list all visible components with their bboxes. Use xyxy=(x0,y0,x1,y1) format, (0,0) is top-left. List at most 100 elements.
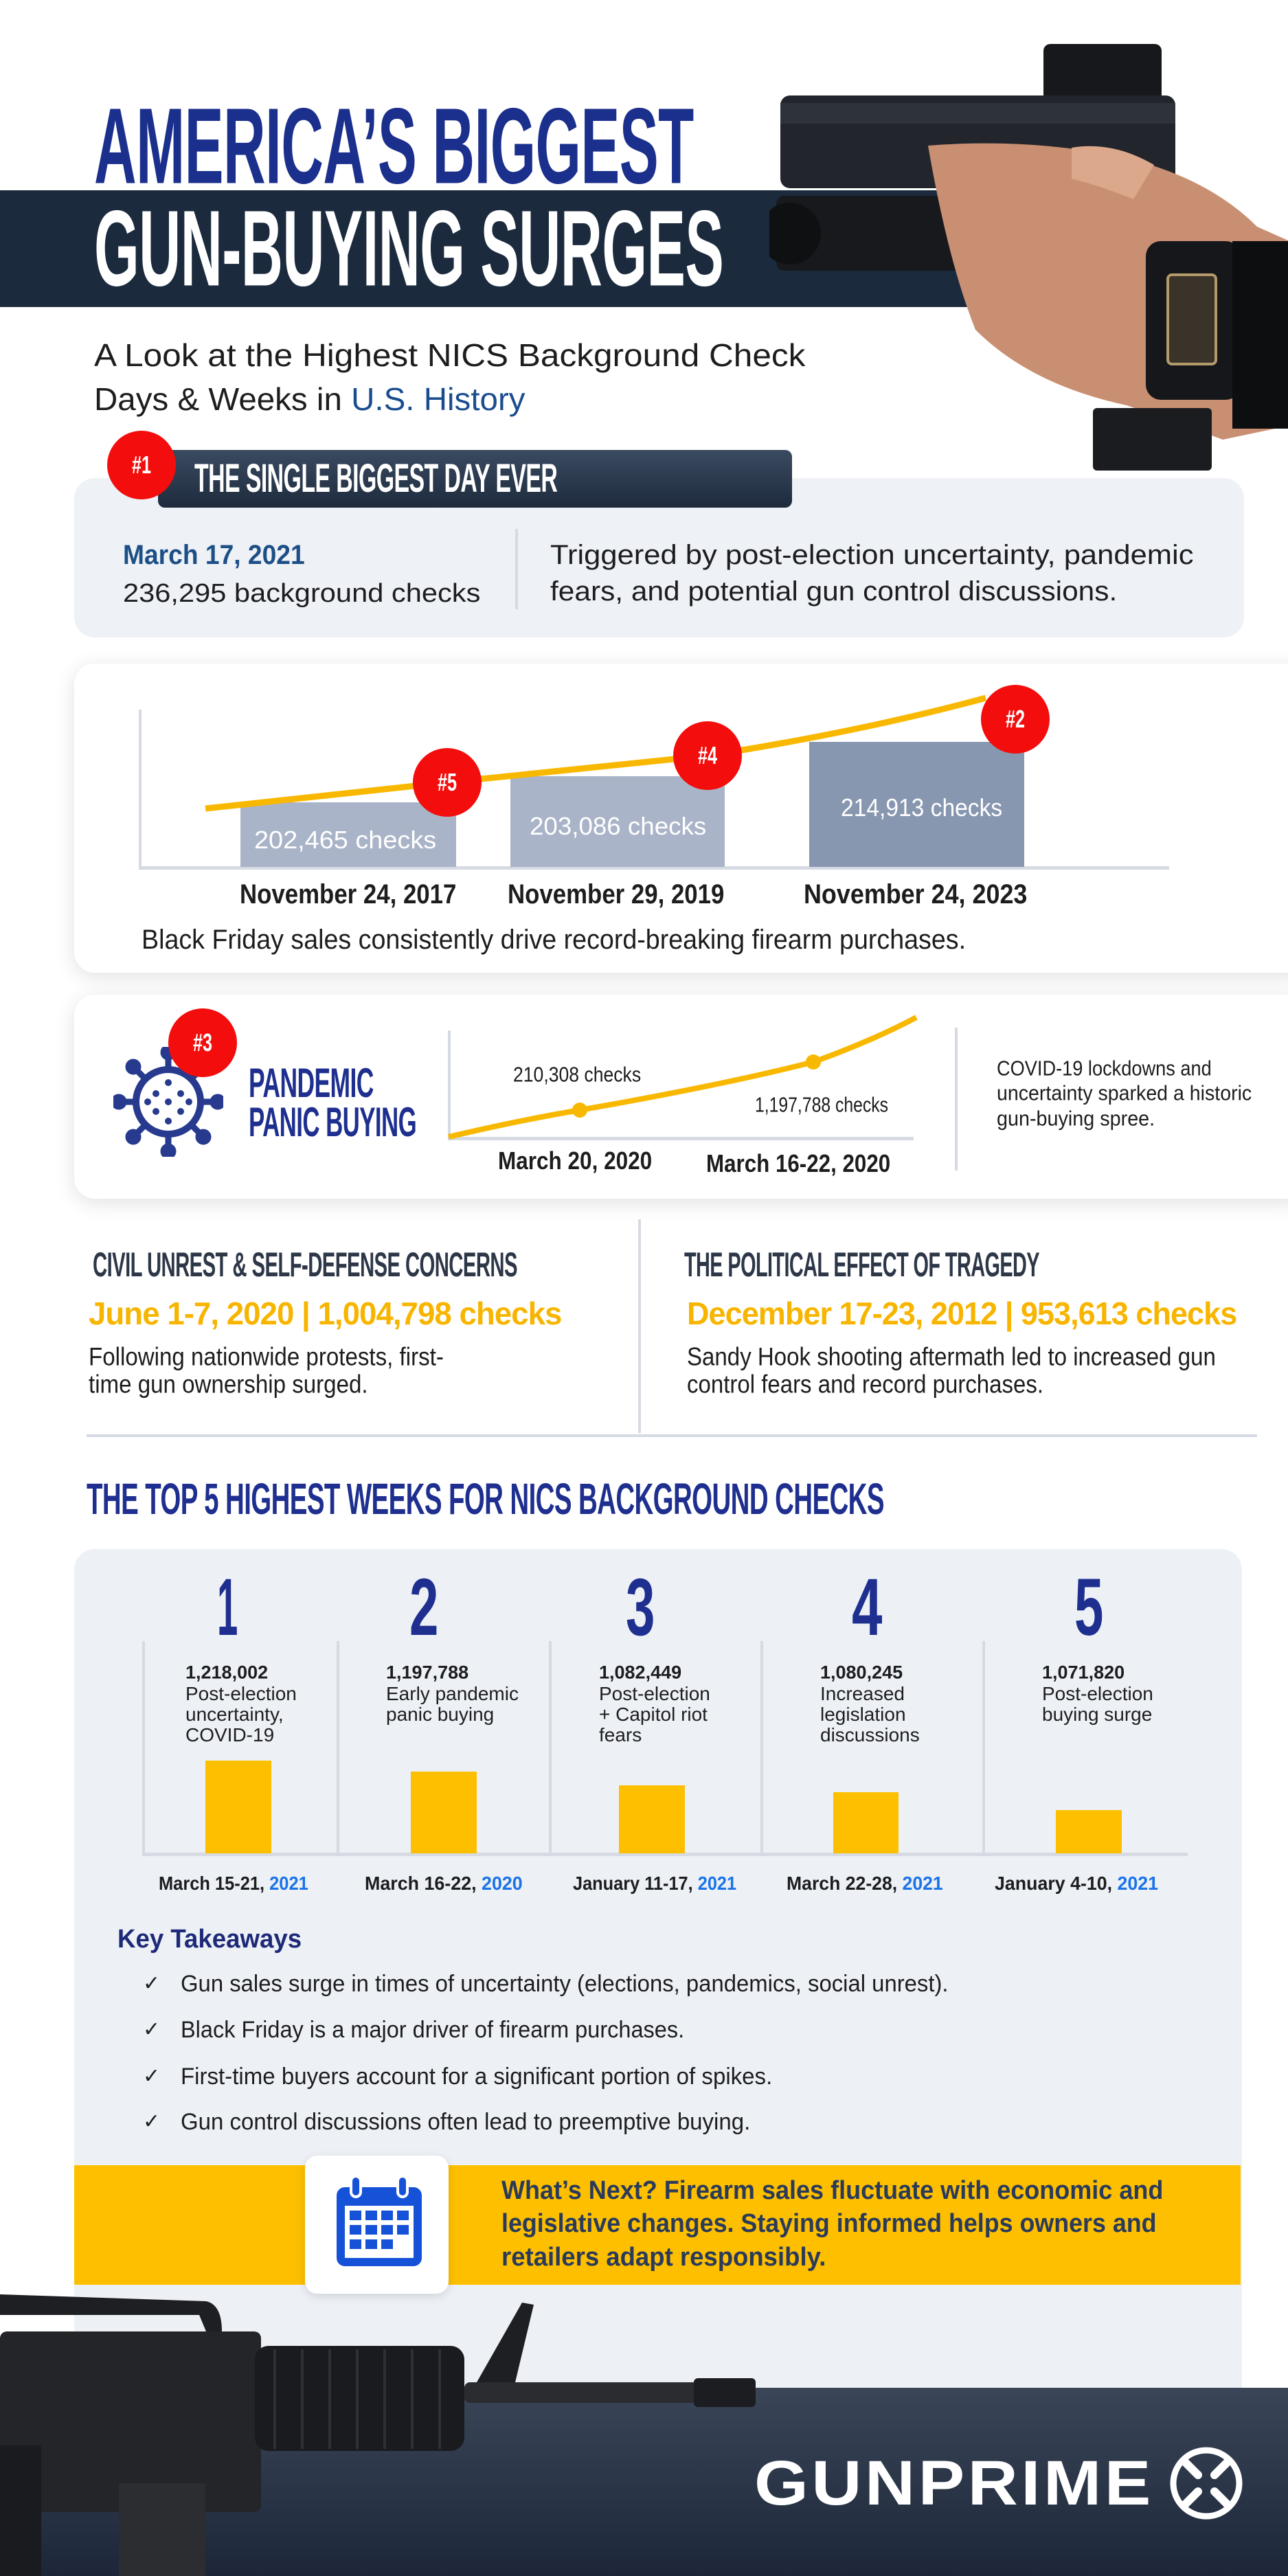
pandemic-trend-line xyxy=(448,1015,918,1140)
date-text: March 16-22, xyxy=(365,1873,482,1894)
week-reason: uncertainty, xyxy=(185,1704,284,1725)
rifle-image xyxy=(0,2294,756,2576)
week-reason: Post-election xyxy=(185,1683,297,1704)
date-year: 2021 xyxy=(1117,1873,1159,1894)
week-reason: discussions xyxy=(820,1724,920,1745)
date-year: 2021 xyxy=(269,1873,308,1894)
biggest-day-header-bar xyxy=(158,450,792,508)
week-reason: + Capitol riot xyxy=(599,1704,708,1725)
chart-x-axis xyxy=(139,866,1169,870)
rank-badge-1: #1 xyxy=(107,431,176,499)
check-icon: ✓ xyxy=(143,2065,161,2088)
tragedy-title: THE POLITICAL EFFECT OF TRAGEDY xyxy=(684,1245,1039,1284)
date-year: 2020 xyxy=(482,1873,523,1894)
pandemic-title-1: PANDEMIC xyxy=(249,1060,374,1106)
tragedy-highlight: December 17-23, 2012 | 953,613 checks xyxy=(687,1296,1237,1331)
date-text: January 4-10, xyxy=(995,1873,1118,1894)
virus-icon xyxy=(113,1047,223,1157)
rank-number: 1 xyxy=(217,1562,238,1653)
subtitle-line-2: Days & Weeks in U.S. History xyxy=(94,383,526,415)
civil-unrest-highlight: June 1-7, 2020 | 1,004,798 checks xyxy=(89,1296,562,1331)
pandemic-chart-x-axis xyxy=(448,1137,914,1140)
pandemic-description-2: uncertainty sparked a historic xyxy=(997,1081,1252,1105)
pandemic-description-1: COVID-19 lockdowns and xyxy=(997,1056,1212,1081)
pistol-hand-image xyxy=(769,44,1288,471)
week-bar xyxy=(205,1761,271,1853)
biggest-day-title: THE SINGLE BIGGEST DAY EVER xyxy=(194,456,558,501)
date-year: 2021 xyxy=(697,1873,737,1894)
date-text: March 15-21, xyxy=(159,1873,270,1894)
black-friday-bar-2017 xyxy=(240,802,456,867)
week-reason: Post-election xyxy=(1042,1683,1153,1704)
takeaway-text: First-time buyers account for a signific… xyxy=(181,2064,773,2090)
top5-baseline xyxy=(142,1853,1188,1856)
biggest-day-description-2: fears, and potential gun control discuss… xyxy=(550,576,1118,607)
bar-label-2019: 203,086 checks xyxy=(530,812,707,840)
week-date: March 15-21, 2021 xyxy=(159,1874,308,1893)
week-checks: 1,218,002 xyxy=(185,1662,269,1683)
rank-number: 2 xyxy=(409,1562,438,1653)
whats-next-line-3: retailers adapt responsibly. xyxy=(501,2243,826,2272)
pandemic-date-2: March 16-22, 2020 xyxy=(706,1149,891,1177)
title-line-1: AMERICA’S BIGGEST xyxy=(94,86,694,207)
subtitle-prefix: Days & Weeks in xyxy=(94,381,352,417)
biggest-day-checks: 236,295 background checks xyxy=(123,579,481,608)
week-bar xyxy=(833,1792,899,1853)
rank-badge-5: #5 xyxy=(413,748,482,817)
date-label-2019: November 29, 2019 xyxy=(508,879,725,909)
week-reason: legislation xyxy=(820,1704,906,1725)
date-label-2017: November 24, 2017 xyxy=(240,879,457,909)
check-icon: ✓ xyxy=(143,1972,161,1995)
week-checks: 1,082,449 xyxy=(599,1662,682,1683)
brand-logo-text: GUNPRIME xyxy=(754,2448,1154,2518)
pandemic-title-2: PANIC BUYING xyxy=(249,1099,417,1145)
bar-label-2017: 202,465 checks xyxy=(254,826,437,854)
check-icon: ✓ xyxy=(143,2018,161,2041)
rank-badge-3: #3 xyxy=(168,1008,237,1077)
divider xyxy=(955,1028,958,1171)
week-date: March 22-28, 2021 xyxy=(787,1874,943,1893)
rank-badge-2: #2 xyxy=(981,685,1050,754)
week-reason: Post-election xyxy=(599,1683,710,1704)
pandemic-card xyxy=(74,995,1288,1199)
week-date: March 16-22, 2020 xyxy=(365,1874,523,1893)
pandemic-date-1: March 20, 2020 xyxy=(498,1146,653,1175)
week-date: January 4-10, 2021 xyxy=(995,1874,1158,1893)
bar-label-2023: 214,913 checks xyxy=(841,793,1003,822)
civil-unrest-description-2: time gun ownership surged. xyxy=(89,1370,368,1399)
week-bar xyxy=(411,1772,477,1853)
biggest-day-description-1: Triggered by post-election uncertainty, … xyxy=(550,540,1194,570)
pandemic-description-3: gun-buying spree. xyxy=(997,1106,1155,1131)
tragedy-description-1: Sandy Hook shooting aftermath led to inc… xyxy=(687,1342,1216,1371)
civil-unrest-description-1: Following nationwide protests, first- xyxy=(89,1342,444,1371)
date-text: March 22-28, xyxy=(787,1873,903,1894)
pandemic-point-2 xyxy=(806,1054,821,1070)
rank-number: 5 xyxy=(1074,1562,1103,1653)
week-bar xyxy=(619,1785,685,1853)
week-reason: Increased xyxy=(820,1683,905,1704)
rank-number: 4 xyxy=(852,1562,882,1653)
column-divider xyxy=(549,1641,552,1854)
rank-badge-4: #4 xyxy=(673,721,742,790)
week-reason: panic buying xyxy=(386,1704,495,1725)
whats-next-banner xyxy=(74,2165,1241,2285)
week-checks: 1,080,245 xyxy=(820,1662,903,1683)
title-line-2: GUN-BUYING SURGES xyxy=(94,188,724,309)
takeaway-text: Gun control discussions often lead to pr… xyxy=(181,2109,751,2135)
week-checks: 1,071,820 xyxy=(1042,1662,1125,1683)
week-date: January 11-17, 2021 xyxy=(573,1874,736,1893)
date-label-2023: November 24, 2023 xyxy=(804,879,1028,909)
date-year: 2021 xyxy=(902,1873,943,1894)
week-reason: fears xyxy=(599,1724,642,1745)
takeaway-text: Black Friday is a major driver of firear… xyxy=(181,2017,685,2043)
biggest-day-date: March 17, 2021 xyxy=(123,540,305,570)
whats-next-line-2: legislative changes. Staying informed he… xyxy=(501,2209,1157,2238)
date-text: January 11-17, xyxy=(573,1873,698,1894)
column-divider xyxy=(982,1641,985,1854)
black-friday-caption: Black Friday sales consistently drive re… xyxy=(142,925,967,955)
top5-title: THE TOP 5 HIGHEST WEEKS FOR NICS BACKGRO… xyxy=(87,1474,884,1524)
civil-unrest-title: CIVIL UNREST & SELF-DEFENSE CONCERNS xyxy=(93,1245,518,1284)
takeaway-text: Gun sales surge in times of uncertainty … xyxy=(181,1971,949,1997)
week-reason: COVID-19 xyxy=(185,1724,275,1745)
chart-y-axis xyxy=(139,710,142,869)
